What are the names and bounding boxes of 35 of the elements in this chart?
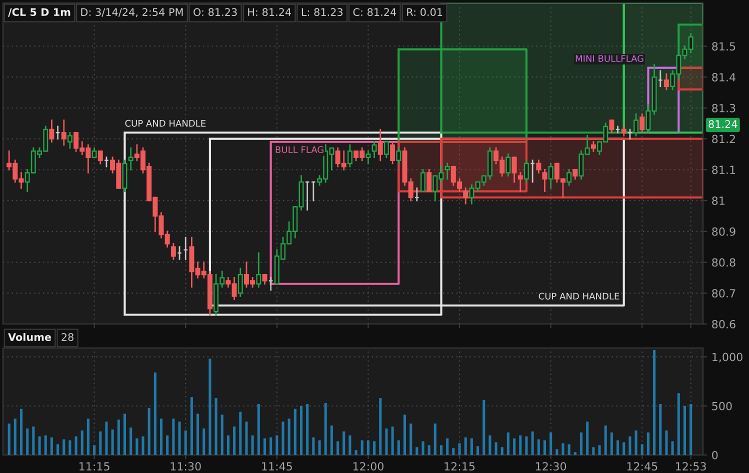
y-tick-label: 81.4 <box>712 73 736 82</box>
y-tick-label: 80.7 <box>712 289 736 298</box>
y-tick-label: 80.6 <box>712 320 736 328</box>
text: 81.24 <box>708 120 738 128</box>
x-tick-label: 11:45 <box>262 462 292 471</box>
y-tick-label: 81.1 <box>712 166 736 174</box>
x-tick-label: 12:53 <box>676 462 706 471</box>
x-tick-label: 12:45 <box>627 462 658 471</box>
series-label: CUP AND HANDLE <box>538 292 620 300</box>
chart-title: Volume <box>8 332 52 342</box>
text: 28 <box>62 333 74 342</box>
y-tick-label: 1,000 <box>712 352 742 362</box>
series-label: MINI BULLFLAG <box>576 55 644 62</box>
series-label: BULL FLAG <box>276 146 324 154</box>
x-tick-label: 12:30 <box>536 462 566 471</box>
y-tick-label: 80.8 <box>712 258 736 267</box>
y-tick-label: 81.2 <box>712 134 735 144</box>
x-tick-label: 12:00 <box>353 462 384 471</box>
annotation: R: 0.01 <box>407 8 442 16</box>
annotation: L: 81.23 <box>302 8 343 16</box>
x-tick-label: 11:30 <box>170 462 201 471</box>
y-tick-label: 0 <box>712 450 718 460</box>
annotation: D: 3/14/24, 2:54 PM <box>81 8 183 18</box>
annotation: C: 81.24 <box>353 8 396 16</box>
y-tick-label: 500 <box>712 402 732 410</box>
annotation: H: 81.24 <box>248 8 292 16</box>
y-tick-label: 81 <box>712 196 724 205</box>
y-tick-label: 81.3 <box>712 104 736 112</box>
x-tick-label: 12:15 <box>444 462 475 471</box>
x-tick-label: 11:15 <box>80 462 110 471</box>
y-tick-label: 81.5 <box>712 42 736 51</box>
y-tick-label: 80.9 <box>712 227 736 236</box>
series-label: CUP AND HANDLE <box>125 120 206 127</box>
chart-title: /CL 5 D 1m <box>8 8 70 17</box>
annotation: O: 81.23 <box>194 8 237 16</box>
